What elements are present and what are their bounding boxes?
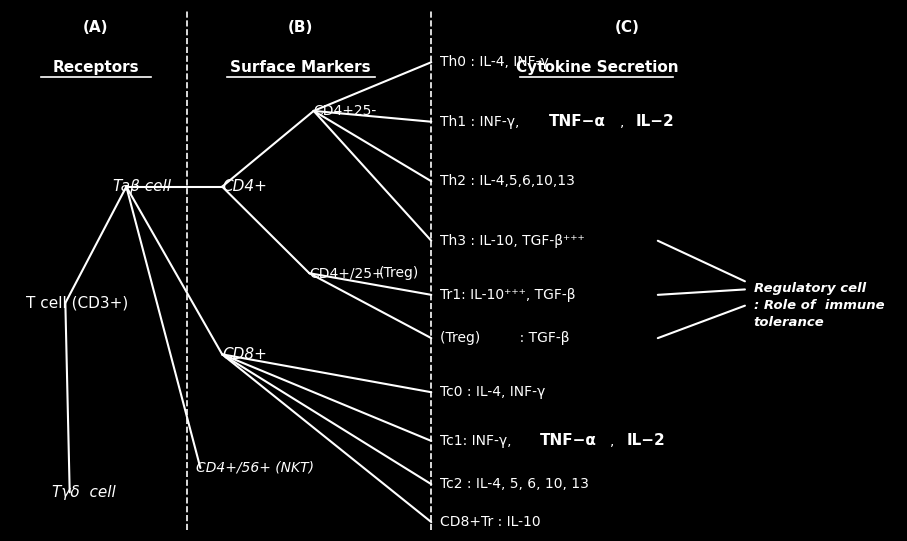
Text: CD8+: CD8+ [222,347,267,362]
Text: Tc0 : IL-4, INF-γ: Tc0 : IL-4, INF-γ [440,385,545,399]
Text: (C): (C) [615,19,639,35]
Text: T cell (CD3+): T cell (CD3+) [26,295,129,311]
Text: Cytokine Secretion: Cytokine Secretion [515,60,678,75]
Text: Th2 : IL-4,5,6,10,13: Th2 : IL-4,5,6,10,13 [440,174,575,188]
Text: Tγδ  cell: Tγδ cell [53,485,116,500]
Text: IL−2: IL−2 [636,114,675,129]
Text: (Treg): (Treg) [379,266,419,280]
Text: CD4+25-: CD4+25- [314,104,377,118]
Text: TNF−α: TNF−α [550,114,606,129]
Text: Regulatory cell
: Role of  immune
tolerance: Regulatory cell : Role of immune toleran… [754,282,884,329]
Text: TNF−α: TNF−α [540,433,596,448]
Text: Tc2 : IL-4, 5, 6, 10, 13: Tc2 : IL-4, 5, 6, 10, 13 [440,477,589,491]
Text: (Treg)         : TGF-β: (Treg) : TGF-β [440,331,570,345]
Text: (A): (A) [83,19,109,35]
Text: CD4+: CD4+ [222,179,267,194]
Text: IL−2: IL−2 [626,433,665,448]
Text: Receptors: Receptors [53,60,139,75]
Text: Taβ cell: Taβ cell [113,179,171,194]
Text: Th0 : IL-4, INF-γ: Th0 : IL-4, INF-γ [440,55,549,69]
Text: ,: , [610,434,623,448]
Text: Surface Markers: Surface Markers [230,60,371,75]
Text: (B): (B) [288,19,313,35]
Text: Th1 : INF-γ,: Th1 : INF-γ, [440,115,528,129]
Text: Th3 : IL-10, TGF-β⁺⁺⁺: Th3 : IL-10, TGF-β⁺⁺⁺ [440,234,585,248]
Text: CD4+/56+ (NKT): CD4+/56+ (NKT) [196,461,314,475]
Text: Tc1: INF-γ,: Tc1: INF-γ, [440,434,521,448]
Text: CD4+/25+: CD4+/25+ [309,266,384,280]
Text: CD8+Tr : IL-10: CD8+Tr : IL-10 [440,515,541,529]
Text: ,: , [619,115,633,129]
Text: Tr1: IL-10⁺⁺⁺, TGF-β: Tr1: IL-10⁺⁺⁺, TGF-β [440,288,575,302]
